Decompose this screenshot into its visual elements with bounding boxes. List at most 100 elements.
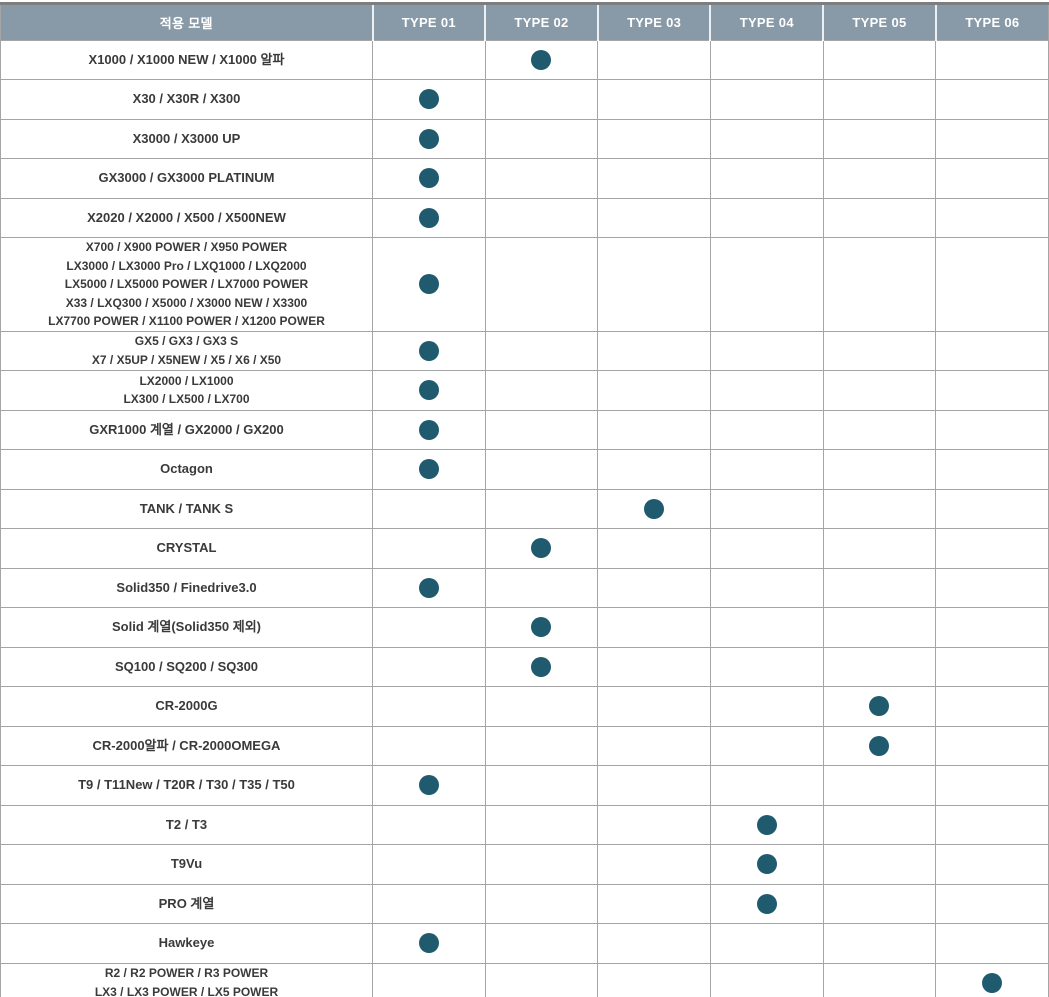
type-cell [709,118,824,159]
model-name-cell: PRO 계열 [0,883,373,924]
model-name-cell: X2020 / X2000 / X500 / X500NEW [0,197,373,238]
type-cell [484,844,599,885]
type-cell [372,962,486,997]
type-cell [935,118,1049,159]
type-cell [822,158,937,199]
selected-type-dot-icon [756,893,777,914]
type-cell [935,765,1049,806]
model-name-cell: T2 / T3 [0,804,373,845]
type-cell [935,39,1049,80]
table-row: X30 / X30R / X300 [0,79,1049,120]
selected-type-dot-icon [418,274,439,295]
model-name-cell: X30 / X30R / X300 [0,79,373,120]
type-cell [822,197,937,238]
type-cell [709,370,824,411]
top-border-line [0,2,1049,5]
type-cell [597,883,711,924]
type-cell [484,449,599,490]
type-cell [822,449,937,490]
selected-type-dot-icon [869,696,890,717]
type-cell [597,646,711,687]
table-row: LX2000 / LX1000 LX300 / LX500 / LX700 [0,370,1049,411]
type-cell [372,197,486,238]
model-name-line: X30 / X30R / X300 [132,91,241,107]
model-name-cell: R2 / R2 POWER / R3 POWER LX3 / LX3 POWER … [0,962,373,997]
type-cell [484,923,599,964]
type-cell [822,39,937,80]
type-cell [822,765,937,806]
table-row: Hawkeye [0,923,1049,964]
table-row: GX3000 / GX3000 PLATINUM [0,158,1049,199]
table-body: X1000 / X1000 NEW / X1000 알파 X30 / X30R /… [0,39,1049,997]
type-cell [372,449,486,490]
type-cell [372,844,486,885]
model-name-cell: TANK / TANK S [0,488,373,529]
type-cell [822,370,937,411]
type-cell [484,237,599,332]
type-cell [709,330,824,371]
type-cell [372,765,486,806]
model-name-line: X2020 / X2000 / X500 / X500NEW [87,209,286,225]
model-name-line: LX3000 / LX3000 Pro / LXQ1000 / LXQ2000 [66,258,307,273]
table-row: GXR1000 계열 / GX2000 / GX200 [0,409,1049,450]
type-cell [709,607,824,648]
model-name-line: GX3000 / GX3000 PLATINUM [98,170,275,186]
type-cell [935,370,1049,411]
model-name-line: Solid 계열(Solid350 제외) [112,619,261,635]
type-cell [484,883,599,924]
type-cell [709,804,824,845]
type-cell [935,725,1049,766]
model-name-cell: CR-2000알파 / CR-2000OMEGA [0,725,373,766]
type-cell [484,686,599,727]
table-row: R2 / R2 POWER / R3 POWER LX3 / LX3 POWER … [0,962,1049,997]
type-cell [822,923,937,964]
model-name-line: R2 / R2 POWER / R3 POWER [104,966,269,981]
model-name-line: TANK / TANK S [139,500,234,516]
type-cell [484,409,599,450]
type-cell [935,804,1049,845]
type-cell [484,158,599,199]
type-cell [935,158,1049,199]
model-name-cell: LX2000 / LX1000 LX300 / LX500 / LX700 [0,370,373,411]
table-row: T9 / T11New / T20R / T30 / T35 / T50 [0,765,1049,806]
table-row: TANK / TANK S [0,488,1049,529]
model-name-cell: Solid350 / Finedrive3.0 [0,567,373,608]
type-cell [709,237,824,332]
type-cell [484,330,599,371]
type-cell [935,844,1049,885]
type-cell [484,725,599,766]
table-row: T9Vu [0,844,1049,885]
type-cell [709,646,824,687]
column-header-type-03: TYPE 03 [596,5,711,40]
type-cell [935,962,1049,997]
model-name-line: CR-2000알파 / CR-2000OMEGA [92,737,281,753]
type-cell [597,765,711,806]
selected-type-dot-icon [756,814,777,835]
model-name-line: LX3 / LX3 POWER / LX5 POWER [94,984,279,997]
model-name-line: LX300 / LX500 / LX700 [123,392,250,407]
model-name-cell: CRYSTAL [0,528,373,569]
type-cell [484,646,599,687]
selected-type-dot-icon [418,89,439,110]
type-cell [822,528,937,569]
type-cell [822,118,937,159]
type-cell [372,158,486,199]
type-cell [484,118,599,159]
type-cell [372,370,486,411]
type-cell [597,79,711,120]
model-name-line: CR-2000G [155,698,218,714]
table-row: CR-2000G [0,686,1049,727]
type-cell [372,39,486,80]
model-name-line: X700 / X900 POWER / X950 POWER [85,240,288,254]
type-cell [372,330,486,371]
selected-type-dot-icon [869,735,890,756]
type-cell [822,237,937,332]
model-name-line: LX7700 POWER / X1100 POWER / X1200 POWER [48,314,325,328]
table-row: X2020 / X2000 / X500 / X500NEW [0,197,1049,238]
type-cell [484,528,599,569]
type-cell [935,488,1049,529]
model-name-cell: Hawkeye [0,923,373,964]
model-name-line: X1000 / X1000 NEW / X1000 알파 [88,51,285,67]
type-cell [597,923,711,964]
type-cell [372,923,486,964]
